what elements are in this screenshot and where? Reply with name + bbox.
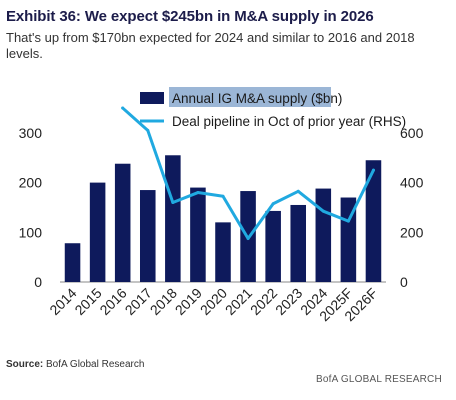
legend-bar-label: Annual IG M&A supply ($bn)	[172, 91, 342, 106]
chart-subtitle: That's up from $170bn expected for 2024 …	[6, 30, 415, 61]
pipeline-point	[371, 168, 375, 172]
pipeline-point	[296, 189, 300, 193]
source-note: Source: BofA Global Research	[6, 359, 144, 370]
left-tick-label: 100	[19, 224, 43, 240]
brand-footer: BofA GLOBAL RESEARCH	[316, 374, 442, 385]
x-tick-label: 2016	[96, 285, 129, 318]
x-tick-label: 2022	[247, 285, 280, 318]
right-tick-label: 600	[400, 125, 424, 141]
bar	[190, 187, 206, 282]
x-tick-label: 2023	[272, 285, 305, 318]
bar	[265, 210, 281, 282]
bar	[64, 243, 81, 282]
left-tick-label: 200	[19, 175, 43, 191]
pipeline-point	[346, 219, 350, 223]
right-tick-label: 0	[400, 274, 408, 290]
pipeline-point	[121, 106, 125, 110]
bar	[165, 155, 181, 282]
pipeline-point	[196, 191, 200, 195]
bar	[89, 182, 106, 282]
bar	[290, 204, 307, 282]
pipeline-point	[271, 202, 275, 206]
bar	[315, 188, 332, 282]
bar	[114, 163, 131, 282]
pipeline-point	[321, 209, 325, 213]
right-tick-label: 400	[400, 175, 424, 191]
left-tick-label: 0	[34, 274, 42, 290]
pipeline-point	[146, 128, 150, 132]
bar	[365, 160, 382, 282]
bar	[139, 190, 156, 282]
x-tick-label: 2020	[197, 285, 230, 318]
chart-title: Exhibit 36: We expect $245bn in M&A supp…	[6, 8, 374, 25]
legend-bar-swatch	[140, 92, 164, 104]
x-tick-label: 2019	[172, 285, 205, 318]
bar	[215, 222, 231, 282]
x-tick-label: 2017	[122, 285, 155, 318]
legend-line-label: Deal pipeline in Oct of prior year (RHS)	[172, 114, 406, 129]
x-tick-label: 2018	[147, 285, 180, 318]
x-tick-label: 2014	[46, 285, 79, 318]
pipeline-point	[171, 200, 175, 204]
right-tick-label: 200	[400, 224, 424, 240]
x-tick-label: 2021	[222, 285, 255, 318]
pipeline-point	[246, 237, 250, 241]
pipeline-point	[221, 194, 225, 198]
source-label: Source:	[6, 359, 44, 370]
x-tick-label: 2015	[71, 285, 104, 318]
left-tick-label: 300	[19, 125, 43, 141]
source-text: BofA Global Research	[46, 359, 145, 370]
legend-highlight	[169, 87, 331, 107]
